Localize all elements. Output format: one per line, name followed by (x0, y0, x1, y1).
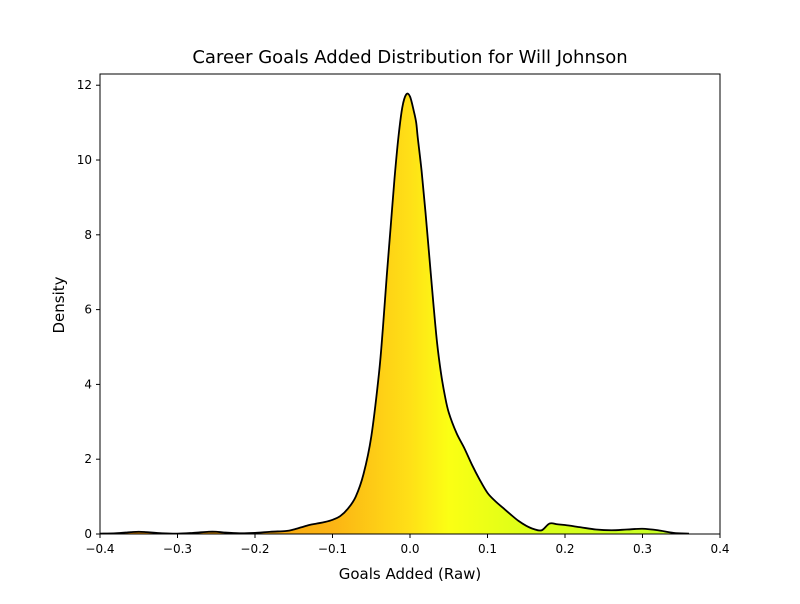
x-tick-label: −0.3 (163, 542, 192, 556)
y-axis-label: Density (50, 276, 68, 333)
x-tick-label: −0.2 (240, 542, 269, 556)
x-tick-label: −0.1 (318, 542, 347, 556)
chart-title: Career Goals Added Distribution for Will… (192, 47, 627, 68)
x-tick-label: 0.3 (633, 542, 652, 556)
y-tick-label: 10 (77, 153, 92, 167)
x-axis-label: Goals Added (Raw) (339, 565, 482, 583)
y-tick-label: 12 (77, 78, 92, 92)
x-tick-label: 0.2 (555, 542, 574, 556)
density-curve-line (99, 92, 690, 535)
x-tick-label: 0.1 (478, 542, 497, 556)
x-tick-label: −0.4 (85, 542, 114, 556)
x-tick-label: 0.0 (400, 542, 419, 556)
axes: −0.4 −0.3 −0.2 −0.1 0.0 0.1 0.2 0.3 0.4 0 2 4 6 8 10 12 (77, 73, 730, 556)
x-tick-label: 0.4 (710, 542, 729, 556)
density-area-fill (100, 93, 689, 535)
y-tick-label: 4 (84, 377, 92, 391)
y-tick-label: 0 (84, 527, 92, 541)
y-tick-label: 8 (84, 228, 92, 242)
plot-area (99, 92, 690, 535)
y-tick-label: 2 (84, 452, 92, 466)
y-tick-label: 6 (84, 303, 92, 317)
